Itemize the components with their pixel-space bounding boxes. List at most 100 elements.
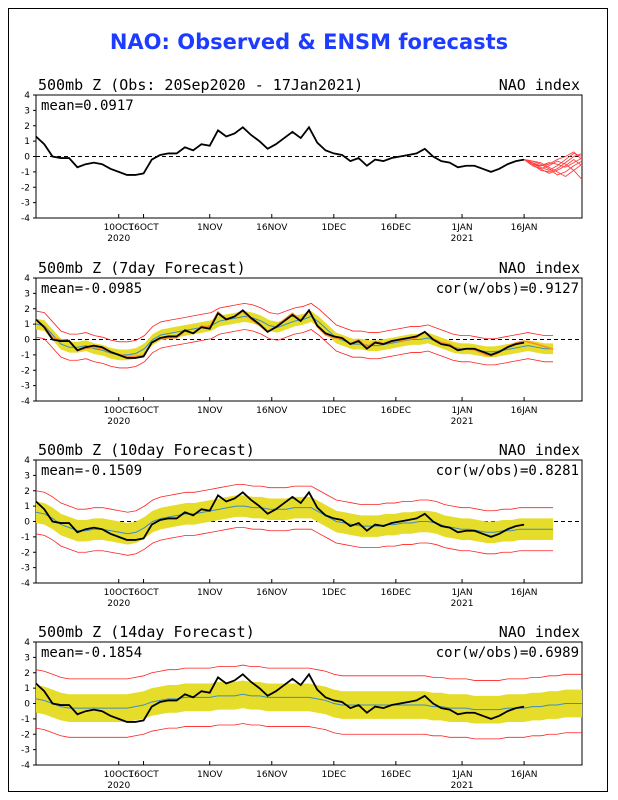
x-tick-label: 1DEC xyxy=(321,406,346,416)
x-tick-year: 2021 xyxy=(451,599,474,609)
observed-nao-line xyxy=(35,125,525,176)
y-tick-label: 3 xyxy=(24,289,30,299)
x-tick-label: 16NOV xyxy=(256,223,288,233)
y-tick-label: 0 xyxy=(24,153,30,163)
ensemble-lower-envelope xyxy=(35,527,554,556)
x-tick-label: 1NOV xyxy=(197,588,223,598)
x-tick-label: 16OCT xyxy=(128,223,159,233)
y-tick-label: -3 xyxy=(21,746,30,756)
nao-panel-1: 500mb Z (Obs: 20Sep2020 - 17Jan2021) NAO … xyxy=(21,76,583,244)
x-tick-label: 16DEC xyxy=(381,770,411,780)
panel-title: 500mb Z (10day Forecast) xyxy=(38,441,255,459)
y-tick-label: 2 xyxy=(24,487,30,497)
x-tick-year: 2020 xyxy=(107,781,130,791)
correlation-label: cor(w/obs)=0.6989 xyxy=(436,645,579,661)
x-tick-label: 16JAN xyxy=(511,223,538,233)
x-tick-label: 16DEC xyxy=(381,223,411,233)
x-tick-year: 2021 xyxy=(451,417,474,427)
ensemble-upper-envelope xyxy=(35,484,554,513)
x-tick-label: 16OCT xyxy=(128,406,159,416)
x-tick-label: 1DEC xyxy=(321,770,346,780)
y-tick-label: -2 xyxy=(21,730,30,740)
x-tick-label: 10OCT xyxy=(104,223,135,233)
ensemble-lower-envelope xyxy=(35,329,554,369)
y-tick-label: -2 xyxy=(21,548,30,558)
observed-nao-line xyxy=(35,490,525,541)
x-tick-label: 1JAN xyxy=(451,588,472,598)
y-tick-label: -4 xyxy=(21,214,30,224)
mean-label: mean=-0.0985 xyxy=(41,281,142,297)
mean-label-bg xyxy=(38,280,156,296)
panel-title: 500mb Z (Obs: 20Sep2020 - 17Jan2021) xyxy=(38,76,363,94)
x-tick-label: 10OCT xyxy=(104,588,135,598)
y-tick-label: 3 xyxy=(24,653,30,663)
ensemble-upper-envelope xyxy=(35,664,582,681)
correlation-label: cor(w/obs)=0.9127 xyxy=(436,281,579,297)
mean-label: mean=0.0917 xyxy=(41,98,134,114)
observed-nao-line xyxy=(35,672,525,723)
mean-label-bg xyxy=(38,462,156,478)
y-tick-label: 4 xyxy=(24,274,30,284)
y-tick-label: 1 xyxy=(24,684,30,694)
mean-label: mean=-0.1509 xyxy=(41,463,142,479)
panel-title: 500mb Z (7day Forecast) xyxy=(38,259,246,277)
y-tick-label: 0 xyxy=(24,518,30,528)
cor-label-bg xyxy=(414,462,580,478)
x-tick-label: 16JAN xyxy=(511,406,538,416)
x-tick-year: 2020 xyxy=(107,599,130,609)
x-tick-year: 2020 xyxy=(107,417,130,427)
x-tick-label: 16NOV xyxy=(256,770,288,780)
y-tick-label: -3 xyxy=(21,199,30,209)
ensemble-member-line xyxy=(523,157,583,168)
cor-label-bg xyxy=(414,280,580,296)
y-tick-label: 0 xyxy=(24,700,30,710)
x-tick-label: 16JAN xyxy=(511,770,538,780)
y-tick-label: -4 xyxy=(21,761,30,771)
x-tick-label: 16NOV xyxy=(256,406,288,416)
panel-title: 500mb Z (14day Forecast) xyxy=(38,623,255,641)
x-tick-label: 10OCT xyxy=(104,770,135,780)
y-tick-label: 3 xyxy=(24,471,30,481)
y-tick-label: -1 xyxy=(21,351,30,361)
x-tick-year: 2020 xyxy=(107,234,130,244)
ensemble-upper-envelope xyxy=(35,302,554,343)
y-tick-label: -1 xyxy=(21,533,30,543)
x-tick-label: 1NOV xyxy=(197,770,223,780)
x-tick-label: 16JAN xyxy=(511,588,538,598)
nao-panel-3: 500mb Z (10day Forecast) NAO index -4 -3 -2 -… xyxy=(21,441,583,609)
y-tick-label: 1 xyxy=(24,502,30,512)
page-title: NAO: Observed & ENSM forecasts xyxy=(109,30,509,54)
y-tick-label: 4 xyxy=(24,91,30,101)
x-tick-label: 16DEC xyxy=(381,588,411,598)
y-tick-label: 1 xyxy=(24,137,30,147)
panel-index-label: NAO index xyxy=(499,623,580,641)
nao-panel-4: 500mb Z (14day Forecast) NAO index -4 -3 -2 -… xyxy=(21,623,583,791)
y-tick-label: -1 xyxy=(21,168,30,178)
correlation-label: cor(w/obs)=0.8281 xyxy=(436,463,579,479)
figure-frame xyxy=(8,8,608,792)
observed-nao-line xyxy=(35,308,525,359)
y-tick-label: -2 xyxy=(21,183,30,193)
x-tick-label: 1NOV xyxy=(197,223,223,233)
y-tick-label: 4 xyxy=(24,456,30,466)
ensemble-member-line xyxy=(523,159,583,174)
ensemble-member-line xyxy=(523,153,583,173)
y-tick-label: -4 xyxy=(21,579,30,589)
x-tick-label: 10OCT xyxy=(104,406,135,416)
x-tick-label: 1JAN xyxy=(451,223,472,233)
y-tick-label: -4 xyxy=(21,397,30,407)
x-tick-label: 16NOV xyxy=(256,588,288,598)
y-tick-label: 1 xyxy=(24,320,30,330)
cor-label-bg xyxy=(414,644,580,660)
y-tick-label: 2 xyxy=(24,122,30,132)
y-tick-label: 0 xyxy=(24,336,30,346)
x-tick-label: 1JAN xyxy=(451,406,472,416)
y-tick-label: -2 xyxy=(21,366,30,376)
ensemble-lower-envelope xyxy=(35,723,582,740)
ensemble-mean-line xyxy=(35,505,554,535)
panel-index-label: NAO index xyxy=(499,441,580,459)
nao-panel-2: 500mb Z (7day Forecast) NAO index -4 -3 -2 -1… xyxy=(21,259,583,427)
ensemble-spread-band xyxy=(36,680,582,724)
ensemble-member-line xyxy=(524,159,583,178)
